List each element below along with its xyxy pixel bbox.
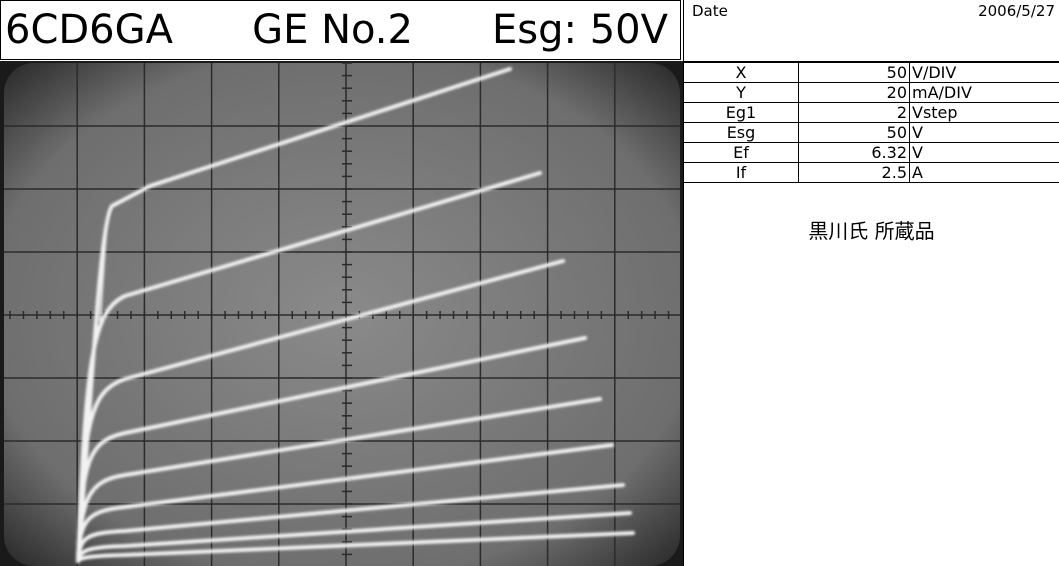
title-bar: 6CD6GA GE No.2 Esg: 50V bbox=[0, 0, 681, 60]
table-cell: 50 bbox=[798, 62, 910, 83]
table-cell: 2 bbox=[798, 102, 910, 123]
table-cell: 20 bbox=[798, 82, 910, 103]
table-cell: X bbox=[684, 62, 799, 83]
info-panel: Date 2006/5/27 X 50 V/DIV Y 20 mA/DIV Eg1 2 Vste… bbox=[683, 0, 1059, 566]
table-cell: Vstep bbox=[909, 102, 1059, 123]
table-cell: mA/DIV bbox=[909, 82, 1059, 103]
trace bbox=[76, 531, 635, 563]
table-cell: If bbox=[684, 162, 799, 183]
table-cell: V bbox=[909, 122, 1059, 143]
trace bbox=[76, 483, 625, 563]
date-label: Date bbox=[692, 2, 728, 20]
title-part: Esg: 50V bbox=[492, 7, 668, 53]
table-row: Y 20 mA/DIV bbox=[684, 82, 1059, 103]
title-part: GE No.2 bbox=[252, 7, 413, 53]
table-row: Esg 50 V bbox=[684, 122, 1059, 143]
table-cell: Y bbox=[684, 82, 799, 103]
table-cell: V/DIV bbox=[909, 62, 1059, 83]
table-cell: Eg1 bbox=[684, 102, 799, 123]
table-row: X 50 V/DIV bbox=[684, 62, 1059, 83]
table-cell: Esg bbox=[684, 122, 799, 143]
table-cell: V bbox=[909, 142, 1059, 163]
table-cell: 50 bbox=[798, 122, 910, 143]
date: 2006/5/27 bbox=[978, 2, 1055, 20]
title-part: 6CD6GA bbox=[5, 7, 173, 53]
scope-image bbox=[0, 61, 683, 566]
trace bbox=[99, 205, 113, 322]
table-cell: Ef bbox=[684, 142, 799, 163]
settings-table: X 50 V/DIV Y 20 mA/DIV Eg1 2 Vstep Esg 50 V Ef 6.32 V I… bbox=[684, 62, 1059, 183]
table-cell: 6.32 bbox=[798, 142, 910, 163]
scope-grid bbox=[4, 62, 680, 566]
note: 黒川氏 所蔵品 bbox=[808, 219, 935, 243]
table-cell: 2.5 bbox=[798, 162, 910, 183]
table-cell: A bbox=[909, 162, 1059, 183]
date-row: Date 2006/5/27 bbox=[684, 0, 1059, 62]
table-row: If 2.5 A bbox=[684, 162, 1059, 183]
scope-traces bbox=[76, 67, 635, 563]
table-row: Ef 6.32 V bbox=[684, 142, 1059, 163]
table-row: Eg1 2 Vstep bbox=[684, 102, 1059, 123]
